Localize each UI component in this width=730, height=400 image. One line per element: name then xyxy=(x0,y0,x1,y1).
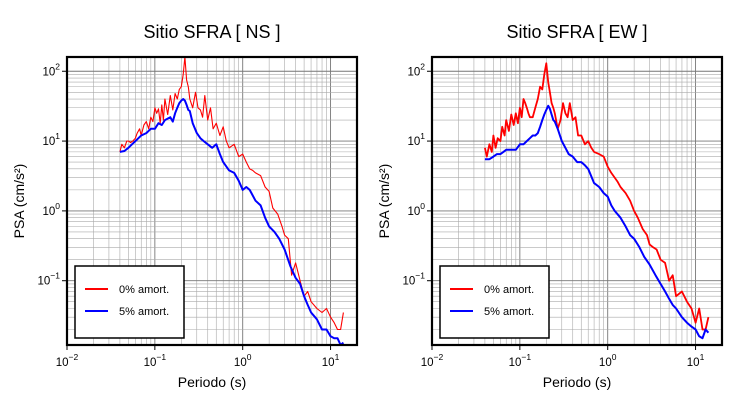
x-axis-label: Periodo (s) xyxy=(178,374,246,390)
legend-label: 0% amort. xyxy=(119,284,169,296)
chart-panel-2: 10−2 10−1 100 101 10−1 100 101 102 Sitio SFRA [ … xyxy=(376,22,724,390)
x-tick-label: 100 xyxy=(599,352,617,369)
legend-label: 5% amort. xyxy=(119,306,169,318)
chart-title: Sitio SFRA [ NS ] xyxy=(143,22,280,42)
legend: 0% amort. 5% amort. xyxy=(439,265,550,339)
legend-box xyxy=(74,265,185,339)
y-axis-label: PSA (cm/s²) xyxy=(11,164,27,239)
grid xyxy=(431,57,723,345)
chart-panel-1: 10−2 10−1 100 101 10−1 100 101 102 Sitio SFRA [ … xyxy=(11,22,359,390)
legend: 0% amort. 5% amort. xyxy=(74,265,185,339)
y-axis-label: PSA (cm/s²) xyxy=(376,164,392,239)
x-tick-label: 10−2 xyxy=(421,352,444,369)
y-tick-label: 10−1 xyxy=(38,271,61,288)
x-tick-label: 101 xyxy=(687,352,705,369)
y-tick-label: 10−1 xyxy=(403,271,426,288)
x-tick-label: 100 xyxy=(234,352,252,369)
y-tick-label: 102 xyxy=(42,61,60,78)
series-line-damping-0 xyxy=(484,62,710,331)
legend-label: 5% amort. xyxy=(484,306,534,318)
x-tick-label: 10−1 xyxy=(144,352,167,369)
legend-box xyxy=(439,265,550,339)
y-tick-label: 102 xyxy=(407,61,425,78)
legend-label: 0% amort. xyxy=(484,284,534,296)
chart-title: Sitio SFRA [ EW ] xyxy=(506,22,647,42)
plot-frame xyxy=(65,55,359,347)
series-line-damping-5 xyxy=(119,98,345,346)
series-line-damping-5 xyxy=(484,104,710,340)
series-line-damping-0 xyxy=(119,56,344,331)
x-tick-label: 10−1 xyxy=(509,352,532,369)
y-tick-label: 101 xyxy=(42,131,60,148)
plot-frame xyxy=(430,55,724,347)
y-tick-label: 101 xyxy=(407,131,425,148)
y-tick-label: 100 xyxy=(407,201,425,218)
y-tick-label: 100 xyxy=(42,201,60,218)
x-tick-label: 101 xyxy=(322,352,340,369)
x-axis-label: Periodo (s) xyxy=(543,374,611,390)
x-tick-label: 10−2 xyxy=(56,352,79,369)
